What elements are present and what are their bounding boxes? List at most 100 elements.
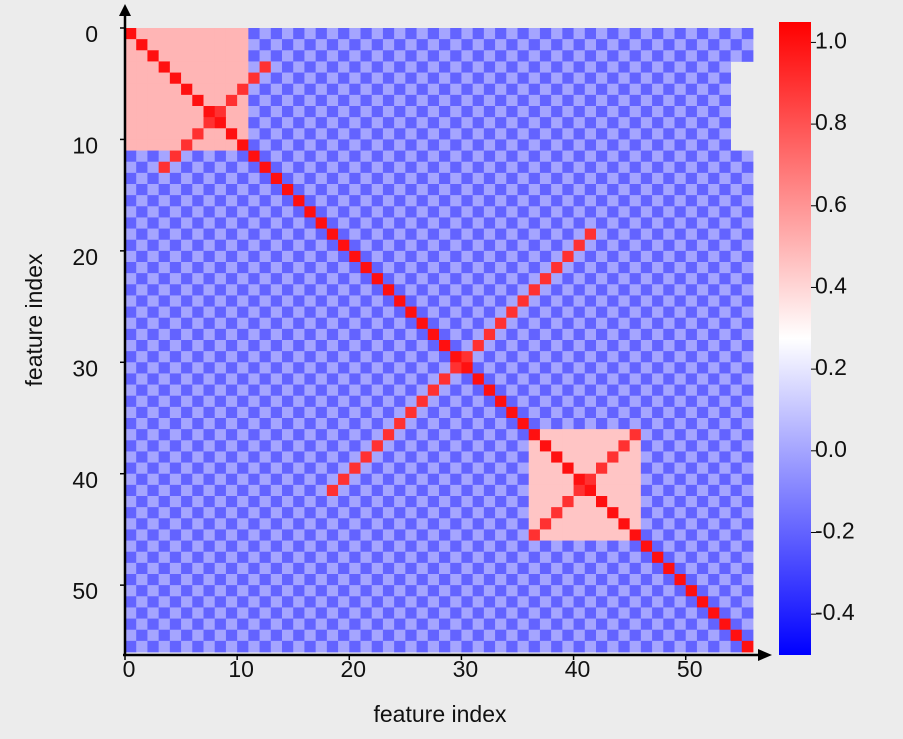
cell [506, 484, 518, 497]
cell [405, 551, 417, 564]
cell [584, 328, 597, 341]
cell [349, 507, 361, 519]
cell [360, 496, 373, 508]
cell [315, 128, 328, 140]
cell [483, 406, 496, 419]
cell [259, 117, 272, 129]
cell [439, 540, 451, 553]
cell [293, 607, 305, 619]
cell [237, 284, 249, 296]
cell [136, 607, 148, 619]
cell [394, 618, 406, 631]
cell [270, 217, 283, 229]
cell [394, 94, 406, 107]
cell [741, 262, 754, 274]
cell [169, 418, 182, 430]
cell [730, 39, 743, 51]
cell [685, 574, 698, 586]
cell [169, 284, 182, 296]
cell [618, 250, 631, 263]
cell [214, 340, 227, 352]
cell [539, 440, 552, 452]
cell [181, 28, 193, 40]
cell [439, 496, 451, 508]
cell [203, 39, 216, 51]
cell [562, 306, 574, 319]
cell [181, 462, 193, 475]
cell [405, 373, 417, 385]
cell [573, 607, 586, 619]
cell [663, 161, 675, 174]
cell [326, 172, 339, 185]
cell [326, 596, 339, 608]
cell [685, 217, 698, 229]
cell [427, 618, 440, 631]
cell [562, 161, 574, 174]
cell [293, 328, 305, 341]
cell [237, 262, 249, 274]
cell [326, 262, 339, 274]
cell [573, 585, 586, 597]
cell [461, 94, 474, 107]
cell [652, 518, 664, 530]
cell [125, 351, 137, 363]
cell [293, 340, 305, 352]
cell [237, 629, 249, 642]
cell [181, 551, 193, 564]
cell [696, 172, 709, 185]
cell [304, 206, 317, 218]
cell [708, 607, 720, 619]
cell [214, 61, 227, 73]
cell [360, 273, 373, 285]
cell [674, 596, 687, 608]
cell [169, 139, 182, 151]
cell [584, 172, 597, 185]
cell [640, 72, 653, 85]
cell [382, 273, 395, 285]
cell [427, 228, 440, 241]
cell [696, 206, 709, 218]
cell [427, 529, 440, 541]
cell [674, 83, 687, 96]
cell [674, 50, 687, 62]
cell [270, 184, 283, 196]
cell [382, 596, 395, 608]
cell [259, 61, 272, 73]
cell [506, 317, 518, 330]
cell [640, 640, 653, 653]
cell [326, 195, 339, 207]
cell [225, 317, 238, 330]
cell [349, 529, 361, 541]
cell [652, 172, 664, 185]
cell [439, 585, 451, 597]
cell [259, 317, 272, 330]
cell [237, 540, 249, 553]
cell [528, 83, 541, 96]
cell [439, 440, 451, 452]
cell [169, 328, 182, 341]
cell [416, 551, 429, 564]
cell [439, 239, 451, 252]
cell [472, 117, 485, 129]
cell [629, 551, 642, 564]
cell [652, 440, 664, 452]
cell [203, 94, 216, 107]
cell [405, 117, 417, 129]
cell [158, 184, 171, 196]
cell [517, 351, 530, 363]
cell [539, 161, 552, 174]
cell [203, 262, 216, 274]
cell [248, 496, 260, 508]
cell [394, 328, 406, 341]
cell [181, 161, 193, 174]
cell [405, 150, 417, 163]
cell [596, 39, 608, 51]
cell [618, 351, 631, 363]
cell [248, 629, 260, 642]
cell [158, 629, 171, 642]
cell [741, 607, 754, 619]
cell [663, 328, 675, 341]
cell [730, 206, 743, 218]
cell [147, 128, 160, 140]
cell [551, 406, 563, 419]
